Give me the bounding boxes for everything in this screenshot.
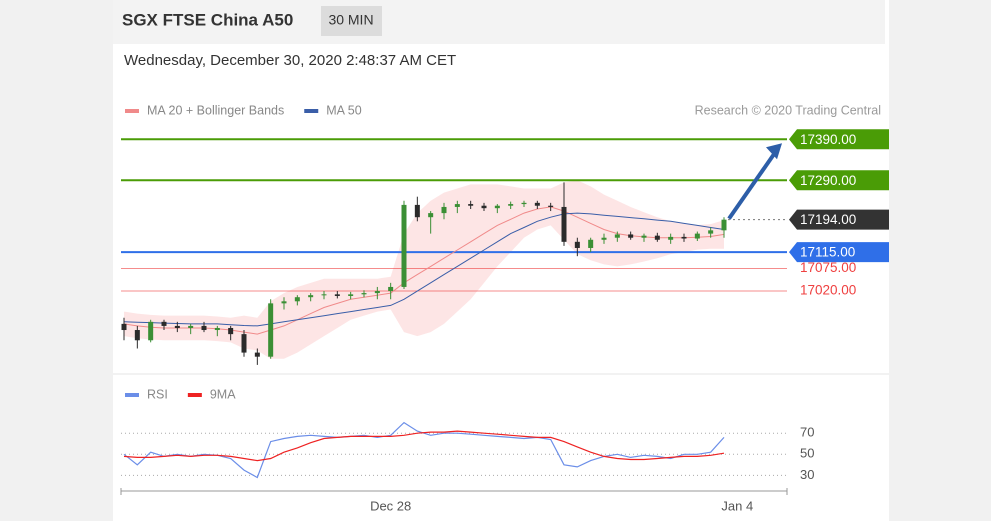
timeframe[interactable]: 30 MIN bbox=[328, 12, 373, 28]
candle-body bbox=[174, 325, 180, 328]
x-tick-label: Dec 28 bbox=[370, 498, 411, 513]
candle-body bbox=[481, 205, 487, 209]
candle-body bbox=[468, 204, 474, 206]
level-tag bbox=[789, 170, 889, 191]
candle-body bbox=[374, 291, 380, 294]
y-tick-label: 70 bbox=[800, 425, 814, 440]
target-arrow bbox=[727, 150, 778, 220]
candle-body bbox=[414, 204, 420, 218]
level-label: 17390.00 bbox=[800, 132, 856, 147]
candle-body bbox=[334, 294, 340, 296]
candle-body bbox=[681, 236, 687, 239]
candle-body bbox=[628, 234, 634, 238]
legend-label: RSI bbox=[147, 387, 168, 401]
candle-body bbox=[214, 327, 220, 331]
candle-body bbox=[188, 325, 194, 328]
candle-body bbox=[161, 321, 167, 326]
last-price-tag bbox=[789, 209, 889, 230]
candle-body bbox=[201, 325, 207, 331]
chart-title: SGX FTSE China A50 bbox=[122, 10, 293, 29]
candle-body bbox=[121, 323, 127, 331]
level-label: 17075.00 bbox=[800, 260, 856, 275]
legend-label: 9MA bbox=[210, 387, 236, 401]
candle-body bbox=[654, 235, 660, 240]
candle-body bbox=[454, 204, 460, 207]
level-label: 17290.00 bbox=[800, 173, 856, 188]
bollinger-band bbox=[124, 180, 724, 359]
timeframe-button[interactable] bbox=[321, 6, 382, 36]
candle-body bbox=[534, 202, 540, 206]
candle-body bbox=[588, 239, 594, 248]
candle-body bbox=[548, 205, 554, 207]
y-tick-label: 30 bbox=[800, 467, 814, 482]
candle-body bbox=[134, 330, 140, 341]
candle-body bbox=[428, 213, 434, 218]
candle-body bbox=[401, 204, 407, 287]
candle-body bbox=[441, 206, 447, 214]
candle-body bbox=[254, 352, 260, 357]
level-label: 17115.00 bbox=[800, 245, 855, 260]
candle-body bbox=[294, 297, 300, 302]
legend-swatch bbox=[125, 393, 139, 397]
candle-body bbox=[708, 230, 714, 234]
candle-body bbox=[521, 202, 527, 205]
y-tick-label: 50 bbox=[800, 446, 814, 461]
ma-line bbox=[123, 206, 725, 335]
subtitle: Wednesday, December 30, 2020 2:48:37 AM … bbox=[124, 52, 456, 69]
candle-body bbox=[148, 321, 154, 341]
level-tag bbox=[789, 129, 889, 150]
header bbox=[113, 0, 885, 44]
source: Research © 2020 Trading Central bbox=[695, 103, 881, 117]
candle-body bbox=[268, 303, 274, 357]
candle-body bbox=[281, 301, 287, 304]
last-price-label: 17194.00 bbox=[800, 212, 856, 227]
candle-body bbox=[641, 235, 647, 238]
candle-body bbox=[561, 206, 567, 242]
candle-body bbox=[494, 205, 500, 209]
legend-swatch bbox=[187, 393, 202, 397]
rsi-line bbox=[123, 430, 725, 462]
ma-line bbox=[123, 212, 725, 327]
candle-body bbox=[228, 327, 234, 335]
candle-body bbox=[574, 241, 580, 248]
candle-body bbox=[388, 286, 394, 292]
candle-body bbox=[361, 293, 367, 295]
candle-body bbox=[241, 334, 247, 353]
x-tick-label: Jan 4 bbox=[721, 498, 753, 513]
candle-body bbox=[601, 237, 607, 240]
level-tag bbox=[789, 242, 889, 263]
legend-swatch bbox=[304, 109, 319, 113]
legend-swatch bbox=[125, 109, 139, 113]
candle-body bbox=[308, 295, 314, 298]
candle-body bbox=[614, 234, 620, 238]
legend-label: MA 20 + Bollinger Bands bbox=[147, 103, 284, 117]
candle-body bbox=[694, 233, 700, 239]
candle-body bbox=[321, 294, 327, 296]
candle-body bbox=[508, 204, 514, 206]
level-label: 17020.00 bbox=[800, 283, 856, 298]
legend-label: MA 50 bbox=[326, 103, 361, 117]
candle-body bbox=[668, 236, 674, 240]
candle-body bbox=[721, 219, 727, 231]
target-arrow-head bbox=[766, 143, 782, 160]
candle-body bbox=[348, 294, 354, 296]
